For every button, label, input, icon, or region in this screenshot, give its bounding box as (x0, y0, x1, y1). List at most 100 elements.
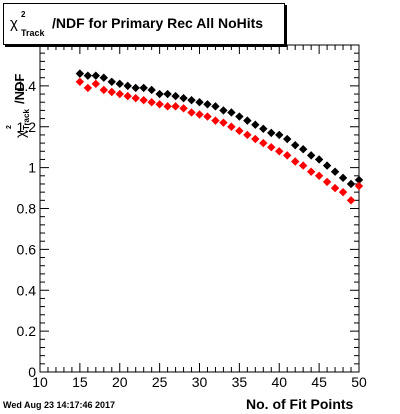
ylabel-chi-sub: Track (22, 109, 31, 130)
point-black (123, 81, 132, 91)
timestamp: Wed Aug 23 14:17:46 2017 (3, 400, 116, 410)
point-black (179, 93, 188, 103)
point-red (330, 183, 340, 193)
point-black (259, 124, 268, 133)
point-red (306, 167, 316, 176)
point-red (267, 142, 276, 152)
point-black (243, 116, 252, 125)
point-black (99, 73, 108, 82)
point-black (227, 108, 236, 117)
point-red (179, 104, 188, 113)
point-black (283, 134, 292, 144)
point-red (251, 134, 260, 144)
point-black (298, 145, 308, 154)
point-red (115, 89, 124, 99)
point-black (131, 83, 140, 93)
point-black (330, 167, 340, 176)
y-tick-label: 0.2 (17, 323, 37, 339)
x-axis-label: No. of Fit Points (246, 396, 354, 412)
point-red (187, 108, 196, 117)
point-red (275, 147, 284, 156)
point-red (322, 177, 332, 187)
chart-title: /NDF for Primary Rec All NoHits (52, 15, 264, 31)
point-black (115, 79, 124, 89)
point-black (235, 112, 244, 121)
point-black (107, 77, 116, 86)
x-tick-label: 10 (32, 374, 48, 390)
point-red (83, 83, 93, 93)
point-black (83, 71, 93, 80)
point-red (195, 110, 204, 119)
point-black (211, 102, 220, 111)
point-black (203, 100, 212, 109)
point-black (147, 85, 156, 95)
x-tick-label: 25 (152, 374, 168, 390)
x-tick-label: 40 (271, 374, 287, 390)
y-tick-label: 0 (28, 364, 36, 380)
y-tick-label: 1.2 (17, 119, 37, 135)
point-black (171, 91, 180, 101)
title-chi-sup: 2 (21, 10, 26, 19)
point-black (346, 179, 356, 189)
x-tick-label: 50 (351, 374, 367, 390)
y-tick-label: 0.4 (17, 282, 37, 298)
y-tick-label: 1 (28, 160, 36, 176)
point-black (338, 173, 348, 183)
x-tick-label: 35 (232, 374, 248, 390)
point-red (171, 102, 180, 111)
point-red (99, 85, 108, 95)
point-black (267, 128, 276, 138)
point-red (203, 112, 212, 121)
point-red (227, 122, 236, 131)
point-black (155, 89, 164, 99)
point-red (123, 91, 132, 101)
plot-frame (39, 44, 360, 373)
point-red (131, 93, 140, 103)
ylabel-text: /NDF (12, 73, 27, 104)
point-red (75, 77, 85, 86)
point-black (187, 95, 196, 105)
point-red (219, 118, 228, 127)
point-red (235, 126, 244, 136)
y-tick-label: 1.4 (17, 78, 37, 94)
point-red (338, 187, 348, 197)
x-tick-label: 20 (112, 374, 128, 390)
ylabel-chi-sup: 2 (6, 125, 13, 129)
ylabel-chi: χ (12, 130, 28, 138)
point-black (163, 89, 172, 99)
point-red (211, 116, 220, 125)
axes (39, 44, 360, 373)
point-black (314, 155, 324, 164)
chart-title-box: χ 2 Track /NDF for Primary Rec All NoHit… (3, 3, 285, 45)
title-chi: χ (10, 15, 18, 32)
point-black (195, 98, 204, 107)
ticks: 10 15 20 25 30 35 40 45 50 0 0.2 0.4 0.6 0.8 1 1.2 1.4 (17, 44, 367, 390)
point-black (251, 120, 260, 129)
x-tick-label: 30 (192, 374, 208, 390)
point-black (322, 161, 332, 170)
point-red (91, 79, 101, 89)
y-tick-label: 0.8 (17, 201, 37, 217)
point-black (291, 140, 300, 150)
y-tick-label: 0.6 (17, 241, 37, 257)
point-black (306, 151, 316, 160)
point-red (314, 171, 324, 180)
x-tick-label: 45 (311, 374, 327, 390)
y-axis-label: χ 2 Track /NDF (2, 48, 38, 138)
point-red (107, 87, 116, 97)
point-red (155, 100, 164, 109)
point-black (75, 69, 85, 78)
point-red (291, 157, 300, 166)
point-black (91, 71, 101, 80)
title-chi-sub: Track (21, 28, 45, 38)
point-red (259, 138, 268, 148)
data-points (75, 69, 364, 205)
point-red (147, 98, 156, 107)
x-tick-label: 15 (72, 374, 88, 390)
point-black (354, 175, 364, 185)
point-black (275, 130, 284, 140)
point-red (298, 161, 308, 170)
point-red (139, 95, 148, 105)
point-red (346, 196, 356, 205)
point-red (283, 151, 292, 160)
